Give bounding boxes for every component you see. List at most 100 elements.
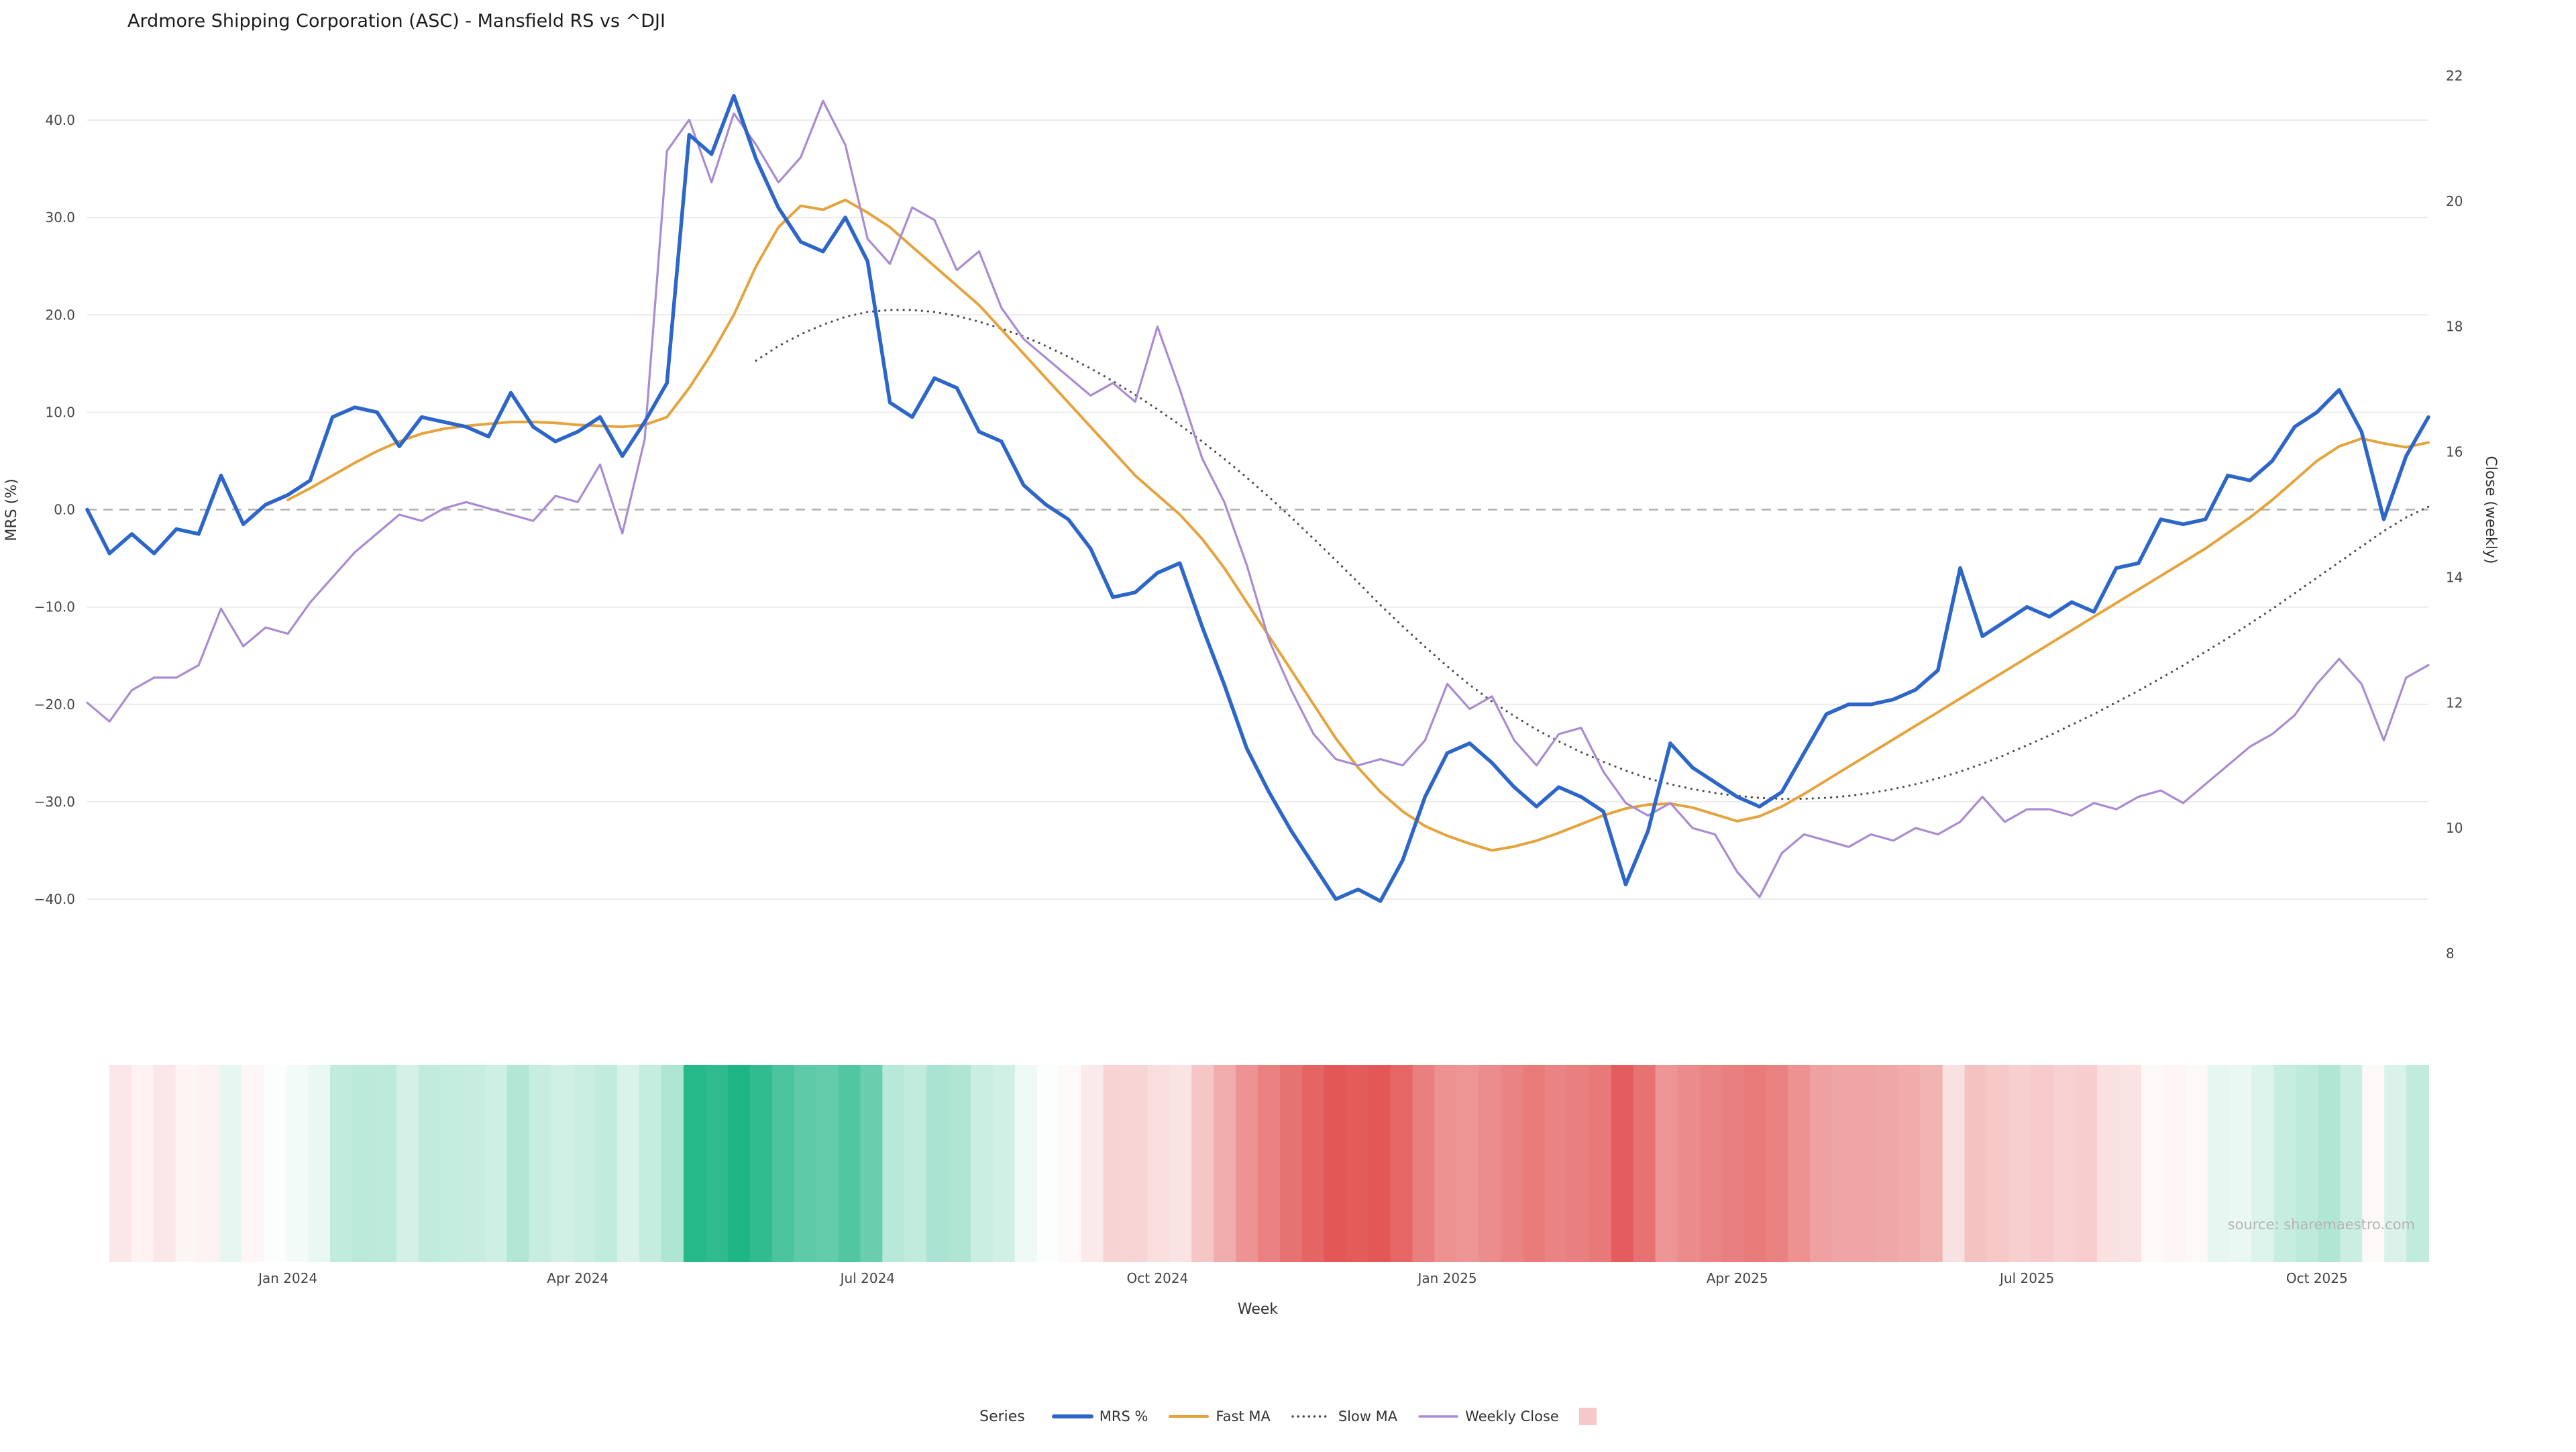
legend-swatch-line [1291, 1415, 1332, 1418]
heatmap-cell [1103, 1065, 1126, 1262]
legend-item-weekly-close: Weekly Close [1417, 1408, 1559, 1424]
heatmap-cell [109, 1065, 132, 1262]
heatmap-cell [860, 1065, 883, 1262]
heatmap-cell [1390, 1065, 1413, 1262]
y-left-tick-label: −40.0 [34, 891, 75, 907]
heatmap-cell [1346, 1065, 1369, 1262]
heatmap-cell [1324, 1065, 1347, 1262]
y-right-axis-label: Close (weekly) [2482, 456, 2499, 564]
heatmap-cell [1898, 1065, 1921, 1262]
heatmap-cell [1964, 1065, 1988, 1262]
y-right-tick-labels: 22 20 18 16 14 12 10 8 [2446, 68, 2463, 962]
heatmap-cell [1059, 1065, 1082, 1262]
heatmap-cell [573, 1065, 596, 1262]
heatmap-cell [2406, 1065, 2429, 1262]
heatmap-cell [396, 1065, 419, 1262]
legend-item-mrs-: MRS % [1051, 1408, 1148, 1424]
heatmap-cell [838, 1065, 861, 1262]
chart-title: Ardmore Shipping Corporation (ASC) - Man… [127, 11, 665, 32]
heatmap-cell [87, 1065, 110, 1262]
heatmap-cell [1501, 1065, 1524, 1262]
heatmap-cell [1611, 1065, 1634, 1262]
x-tick-label: Jul 2024 [839, 1270, 895, 1286]
legend: Series MRS % Fast MA Slow MA Weekly Close [0, 1408, 2576, 1425]
heatmap-cell [330, 1065, 354, 1262]
heatmap-cell [1523, 1065, 1546, 1262]
heatmap-cell [506, 1065, 530, 1262]
y-right-tick-label: 20 [2446, 193, 2463, 209]
y-left-tick-label: 10.0 [45, 404, 75, 420]
heatmap-cell [1368, 1065, 1391, 1262]
heatmap-cell [1279, 1065, 1303, 1262]
heatmap-cell [1191, 1065, 1215, 1262]
heatmap-cell [374, 1065, 397, 1262]
heatmap-cell [1214, 1065, 1237, 1262]
heatmap-cell [1081, 1065, 1104, 1262]
x-tick-label: Oct 2024 [1127, 1270, 1189, 1286]
x-tick-label: Jul 2025 [1998, 1270, 2054, 1286]
heatmap-cell [949, 1065, 971, 1262]
legend-item-fast-ma: Fast MA [1168, 1408, 1271, 1424]
heatmap-cell [992, 1065, 1016, 1262]
heatmap-cell [1920, 1065, 1943, 1262]
heatmap-cell [462, 1065, 486, 1262]
source-credit: source: sharemaestro.com [2228, 1216, 2415, 1233]
heatmap-cell [794, 1065, 817, 1262]
legend-title: Series [979, 1408, 1025, 1425]
heatmap-cell [352, 1065, 375, 1262]
heatmap-cell [1036, 1065, 1060, 1262]
heatmap-cell [882, 1065, 906, 1262]
y-right-tick-label: 16 [2446, 444, 2463, 460]
heatmap-cell [529, 1065, 552, 1262]
x-tick-label: Oct 2025 [2286, 1270, 2348, 1286]
gridlines [87, 119, 2428, 900]
legend-item-slow-ma: Slow MA [1291, 1408, 1397, 1424]
y-left-tick-label: −10.0 [34, 599, 75, 615]
y-left-tick-labels: 40.0 30.0 20.0 10.0 0.0 −10.0 −20.0 −30.0 −40.0 [34, 112, 75, 907]
x-tick-label: Apr 2025 [1707, 1270, 1768, 1286]
legend-swatch-square [1578, 1408, 1597, 1425]
heatmap-cell [1456, 1065, 1480, 1262]
heatmap-cell [1788, 1065, 1811, 1262]
heatmap-cell [971, 1065, 994, 1262]
series-lines [85, 93, 2430, 903]
legend-item-label: MRS % [1099, 1408, 1148, 1424]
x-tick-label: Jan 2025 [1416, 1270, 1477, 1286]
heatmap-cell [1236, 1065, 1258, 1262]
heatmap-cell [2362, 1065, 2385, 1262]
heatmap-cell [2075, 1065, 2098, 1262]
heatmap-cell [1942, 1065, 1966, 1262]
heatmap-cell [1545, 1065, 1568, 1262]
heatmap-cell [1125, 1065, 1148, 1262]
series-line-slow-ma [755, 309, 2430, 800]
y-right-tick-label: 22 [2446, 68, 2463, 84]
heatmap-cell [440, 1065, 464, 1262]
heatmap-cell [1743, 1065, 1767, 1262]
heatmap-cell [1810, 1065, 1833, 1262]
series-line-weekly-close [86, 99, 2430, 898]
heatmap-cell [153, 1065, 176, 1262]
heatmap-cell [418, 1065, 441, 1262]
heatmap-cell [175, 1065, 199, 1262]
y-left-tick-label: 30.0 [45, 209, 75, 225]
heatmap-cell [705, 1065, 729, 1262]
heatmap-cell [2251, 1065, 2275, 1262]
y-left-tick-label: 0.0 [54, 502, 75, 518]
heatmap-cell [1986, 1065, 2010, 1262]
heatmap-cell [2207, 1065, 2231, 1262]
heatmap-cell [2031, 1065, 2054, 1262]
heatmap-cell [2097, 1065, 2120, 1262]
heatmap-cell [1301, 1065, 1325, 1262]
heatmap-cell [661, 1065, 684, 1262]
x-axis-label: Week [1238, 1301, 1279, 1318]
heatmap-cell [2229, 1065, 2253, 1262]
heatmap-cell [926, 1065, 949, 1262]
y-right-tick-label: 14 [2446, 569, 2463, 585]
heatmap-cell [639, 1065, 662, 1262]
heatmap-cell [2296, 1065, 2319, 1262]
heatmap-cell [749, 1065, 773, 1262]
heatmap-cell [771, 1065, 795, 1262]
heatmap-cell [131, 1065, 154, 1262]
heatmap-cell [1876, 1065, 1899, 1262]
